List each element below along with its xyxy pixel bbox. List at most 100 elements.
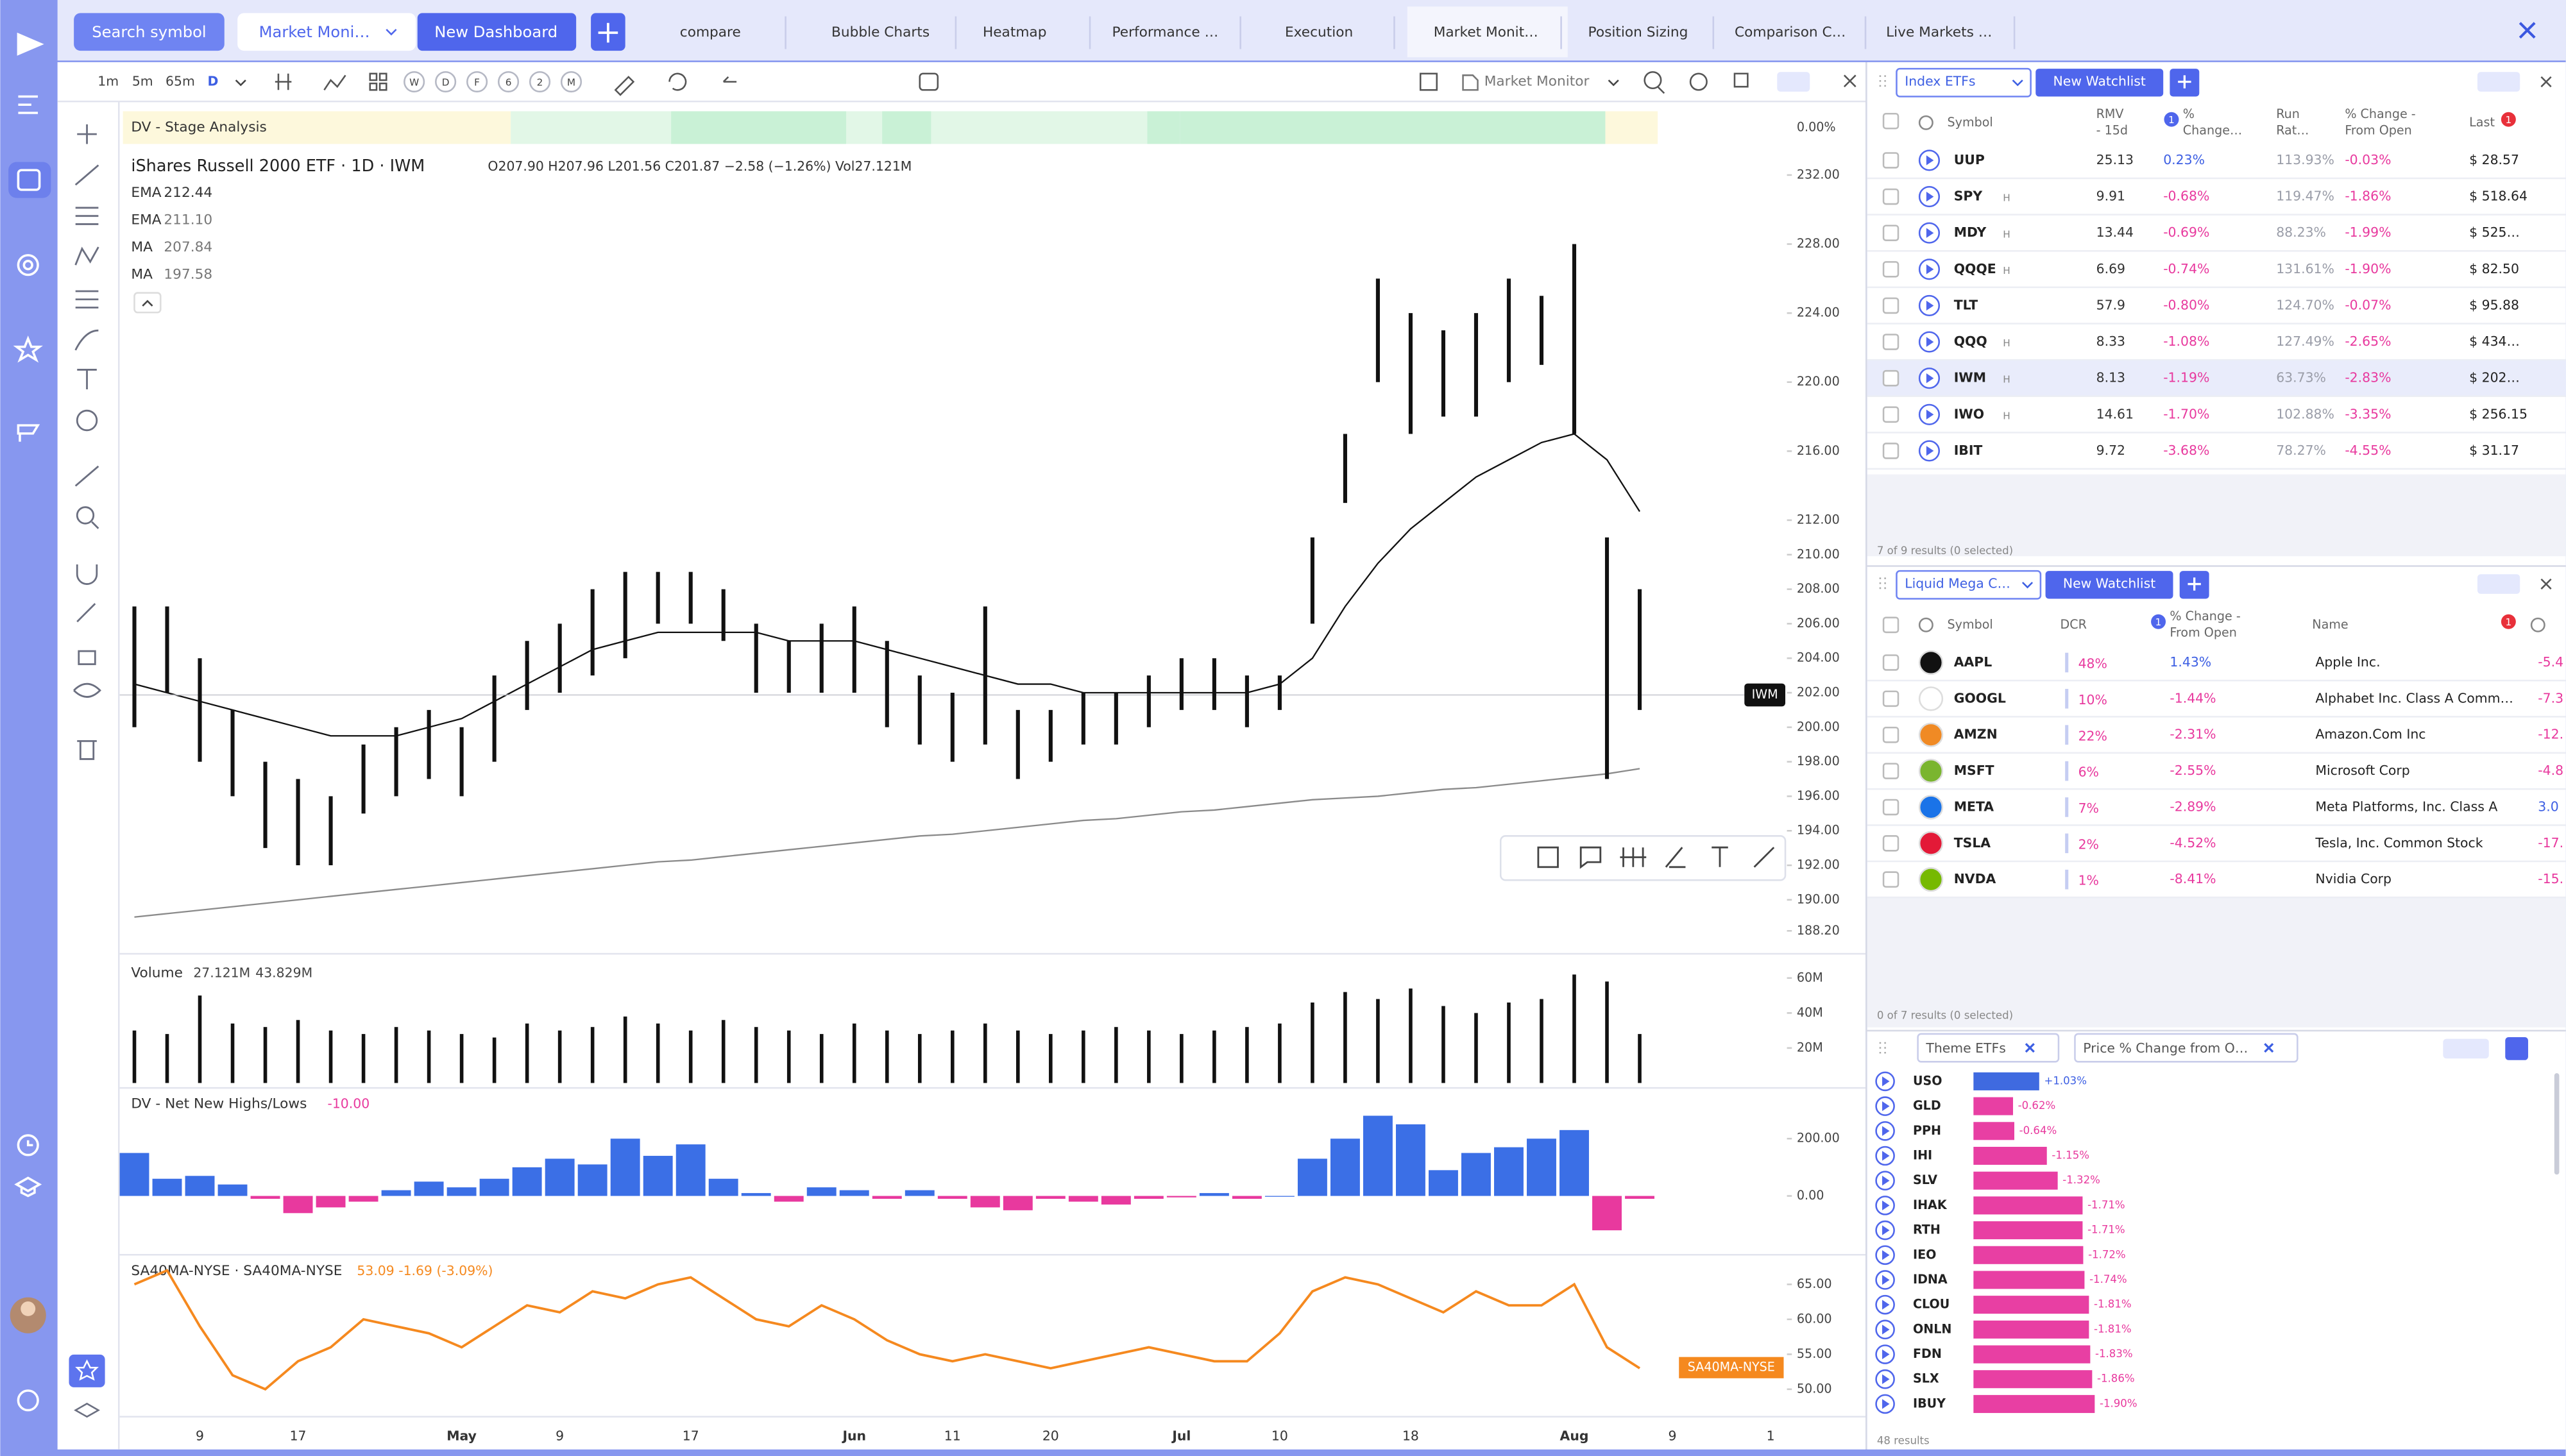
count-select[interactable]	[2477, 574, 2520, 594]
interval[interactable]: 5m	[132, 74, 153, 89]
theme-symbol: PPH	[1913, 1123, 1941, 1138]
period[interactable]: W	[409, 76, 419, 88]
layout-select[interactable]	[1777, 72, 1810, 92]
period-circle[interactable]	[466, 71, 488, 93]
interval[interactable]: 65m	[166, 74, 195, 89]
x-button[interactable]	[2505, 1037, 2528, 1060]
row-checkbox[interactable]	[1882, 112, 1899, 130]
tab[interactable]: Execution	[1285, 24, 1353, 40]
tab[interactable]: Comparison C…	[1735, 24, 1846, 40]
watchlist-tab[interactable]	[1896, 67, 2032, 97]
run-rate: 119.47%	[2276, 189, 2334, 204]
company-logo	[1918, 795, 1944, 820]
tab[interactable]: Performance …	[1112, 24, 1218, 40]
tab[interactable]: Live Markets …	[1886, 24, 1992, 40]
floating-tools[interactable]	[1537, 846, 1775, 869]
legend-value: 211.10	[164, 212, 212, 228]
collapse-button[interactable]	[133, 292, 162, 314]
period[interactable]: F	[474, 76, 480, 88]
theme-value: -1.71%	[2087, 1224, 2125, 1236]
row-checkbox[interactable]	[1882, 369, 1899, 387]
volume-bar	[983, 1023, 987, 1083]
row-checkbox[interactable]	[1882, 726, 1899, 743]
new-watchlist-text[interactable]: New Watchlist	[2063, 576, 2155, 591]
chevron	[1608, 80, 1619, 87]
symbol: MSFT	[1954, 763, 1994, 778]
settings-icon[interactable]	[1918, 617, 1933, 632]
filter-text[interactable]: Theme ETFs	[1925, 1040, 2006, 1056]
legend-name: MA	[131, 239, 153, 255]
tab[interactable]: Position Sizing	[1588, 24, 1688, 40]
period-circle[interactable]	[404, 71, 425, 93]
sidebar-icons[interactable]	[8, 32, 51, 1412]
rmv: 14.61	[2096, 406, 2134, 421]
play-glyph	[1882, 1101, 1890, 1112]
row-checkbox[interactable]	[1882, 152, 1899, 169]
from-open: -0.03%	[2345, 152, 2391, 167]
close-icon[interactable]	[2540, 578, 2552, 590]
chevron	[235, 80, 246, 87]
watchlist-name[interactable]: Liquid Mega C…	[1905, 576, 2010, 591]
count-select[interactable]	[2443, 1038, 2489, 1059]
row-checkbox[interactable]	[1882, 835, 1899, 852]
nhnl-bar	[905, 1190, 935, 1196]
count-select[interactable]	[2477, 72, 2520, 92]
row-checkbox[interactable]	[1882, 871, 1899, 888]
period[interactable]: D	[442, 76, 450, 88]
star-button[interactable]	[69, 1354, 105, 1387]
toolbar-icons[interactable]	[275, 22, 2536, 96]
row-checkbox[interactable]	[1882, 616, 1899, 634]
tab[interactable]: Market Moni…	[259, 23, 370, 41]
row-checkbox[interactable]	[1882, 406, 1899, 423]
row-checkbox[interactable]	[1882, 799, 1899, 816]
nhnl-bar	[741, 1193, 771, 1196]
x-tick-label: Jul	[1171, 1428, 1191, 1443]
row-checkbox[interactable]	[1882, 224, 1899, 241]
settings-icon[interactable]	[1918, 115, 1933, 130]
settings-icon[interactable]	[2530, 617, 2545, 632]
new-dashboard-text[interactable]: New Dashboard	[434, 23, 557, 41]
watchlist-name[interactable]: Index ETFs	[1905, 74, 1975, 89]
new-watchlist-button[interactable]	[2045, 571, 2173, 599]
period-circle[interactable]	[529, 71, 551, 93]
drawing-tools[interactable]	[73, 124, 101, 760]
tab[interactable]: Bubble Charts	[831, 24, 930, 40]
period[interactable]: 2	[537, 76, 543, 88]
tab[interactable]: compare	[680, 24, 741, 40]
period-circle[interactable]	[497, 71, 520, 93]
filter-select[interactable]	[2074, 1033, 2298, 1063]
watchlist-tab[interactable]	[1896, 570, 2042, 600]
new-watchlist-text[interactable]: New Watchlist	[2053, 74, 2146, 89]
period-circle[interactable]	[560, 71, 582, 93]
column-header: Symbol	[1948, 617, 1993, 632]
row-checkbox[interactable]	[1882, 334, 1899, 350]
search-button[interactable]	[74, 13, 225, 51]
layers-icon[interactable]	[74, 1402, 100, 1418]
period[interactable]: M	[567, 76, 575, 88]
theme-bar	[1973, 1097, 2014, 1115]
interval[interactable]: 1m	[98, 74, 119, 89]
row-checkbox[interactable]	[1882, 763, 1899, 779]
row-checkbox[interactable]	[1882, 654, 1899, 671]
tab[interactable]: Heatmap	[983, 24, 1046, 40]
search-text[interactable]: Search symbol	[92, 23, 206, 41]
layout-name[interactable]: Market Monitor	[1484, 74, 1590, 90]
close-icon[interactable]	[2540, 76, 2552, 88]
column-header: Name	[2312, 617, 2348, 632]
new-dashboard-button[interactable]	[417, 13, 577, 51]
row-checkbox[interactable]	[1882, 690, 1899, 707]
volume-bar	[1278, 1023, 1282, 1083]
period[interactable]: 6	[506, 76, 512, 88]
filter-text[interactable]: Price % Change from O…	[2083, 1040, 2248, 1056]
tab[interactable]: Market Monit…	[1434, 24, 1538, 40]
row-checkbox[interactable]	[1882, 297, 1899, 314]
row-checkbox[interactable]	[1882, 261, 1899, 278]
row-checkbox[interactable]	[1882, 188, 1899, 205]
new-watchlist-button[interactable]	[2035, 69, 2164, 97]
filter-select[interactable]	[1917, 1033, 2060, 1063]
dashboard-select[interactable]	[237, 13, 416, 51]
change: -1.70%	[2163, 406, 2209, 421]
row-checkbox[interactable]	[1882, 443, 1899, 459]
interval[interactable]: D	[207, 74, 218, 89]
period-circle[interactable]	[435, 71, 457, 93]
